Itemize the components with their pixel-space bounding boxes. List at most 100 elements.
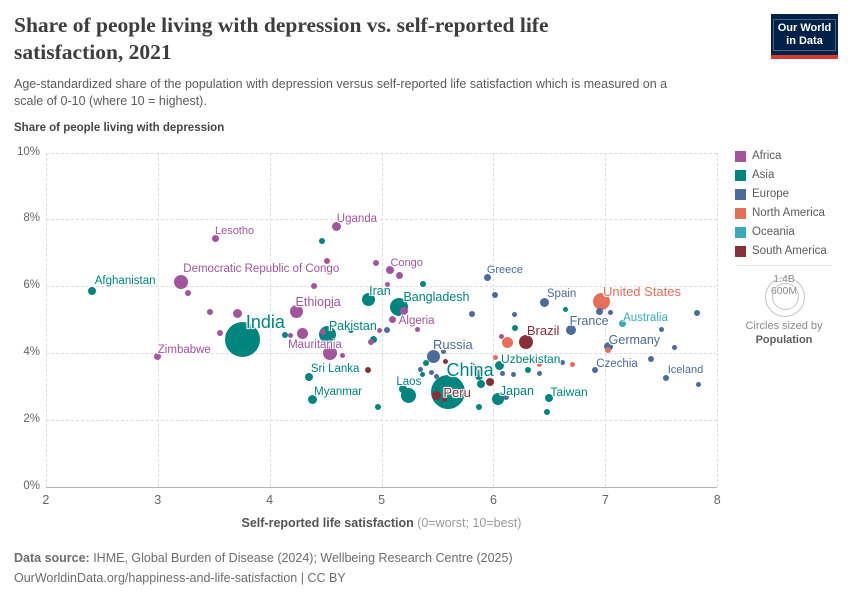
country-label-laos[interactable]: Laos [396,376,422,389]
data-point[interactable] [395,272,403,280]
data-point[interactable] [420,371,426,377]
country-label-uganda[interactable]: Uganda [336,213,378,226]
data-point-united-states[interactable] [593,293,611,311]
country-label-myanmar[interactable]: Myanmar [314,386,363,399]
data-point-iran[interactable] [361,292,375,306]
data-point[interactable] [475,403,482,410]
data-point[interactable] [493,354,499,360]
data-point-india[interactable] [225,322,261,358]
data-point[interactable] [473,369,480,376]
data-point[interactable] [502,393,509,400]
legend-item-africa[interactable]: Africa [735,150,845,162]
legend-item-europe[interactable]: Europe [735,188,845,200]
data-point[interactable] [348,326,355,333]
country-label-france[interactable]: France [569,313,609,328]
data-point[interactable] [384,282,390,288]
data-point[interactable] [441,396,447,402]
country-label-sri-lanka[interactable]: Sri Lanka [310,362,360,375]
data-point-ethiopia[interactable] [290,305,304,319]
data-point-algeria[interactable] [389,316,397,324]
data-point[interactable] [419,281,426,288]
legend-item-asia[interactable]: Asia [735,169,845,181]
data-point[interactable] [375,403,382,410]
data-point[interactable] [429,369,435,375]
data-point-taiwan[interactable] [545,394,554,403]
data-point[interactable] [536,361,542,367]
data-point[interactable] [604,347,611,353]
data-point[interactable] [184,290,191,297]
data-point[interactable] [562,306,568,312]
data-point[interactable] [511,371,517,377]
country-label-mauritania[interactable]: Mauritania [288,339,342,352]
legend-item-oceania[interactable]: Oceania [735,226,845,238]
data-point[interactable] [474,372,483,381]
data-point[interactable] [502,336,514,348]
country-label-greece[interactable]: Greece [486,264,523,277]
country-label-japan[interactable]: Japan [499,384,534,399]
country-label-pakistan[interactable]: Pakistan [328,318,377,333]
country-label-germany[interactable]: Germany [608,332,661,347]
data-point[interactable] [544,408,551,415]
data-point[interactable] [320,328,327,335]
country-label-taiwan[interactable]: Taiwan [550,385,588,400]
country-label-democratic-republic-of-congo[interactable]: Democratic Republic of Congo [183,262,340,275]
data-point-mauritania[interactable] [323,346,338,361]
data-point[interactable] [399,306,408,315]
country-label-lesotho[interactable]: Lesotho [214,224,255,237]
data-point[interactable] [296,327,308,339]
country-label-uzbekistan[interactable]: Uzbekistan [501,352,561,367]
data-point[interactable] [648,356,655,363]
data-point[interactable] [327,300,335,308]
legend-item-south-america[interactable]: South America [735,245,845,257]
data-point-lesotho[interactable] [212,235,220,243]
country-label-congo[interactable]: Congo [390,257,423,270]
data-point[interactable] [511,325,518,332]
data-point[interactable] [423,360,430,367]
data-point-democratic-republic-of-congo[interactable] [174,274,189,289]
country-label-russia[interactable]: Russia [433,337,473,353]
data-point-peru[interactable] [431,390,441,400]
data-point[interactable] [323,257,330,264]
data-point-uzbekistan[interactable] [494,360,504,370]
country-label-czechia[interactable]: Czechia [596,358,638,371]
data-point[interactable] [207,308,214,315]
data-point[interactable] [365,367,372,374]
data-point[interactable] [596,308,604,316]
data-point[interactable] [418,366,424,372]
data-point[interactable] [499,370,505,376]
data-point-afghanistan[interactable] [87,286,96,295]
data-point[interactable] [525,367,532,374]
data-point[interactable] [512,312,518,318]
data-point-brazil[interactable] [518,334,533,349]
data-point[interactable] [695,382,701,388]
data-point[interactable] [608,309,614,315]
data-point[interactable] [372,260,379,267]
data-point[interactable] [486,378,495,387]
data-point[interactable] [491,291,498,298]
data-point-uganda[interactable] [332,221,342,231]
data-point-congo[interactable] [386,266,395,275]
data-point-france[interactable] [565,324,576,335]
data-point-germany[interactable] [604,342,614,352]
country-label-australia[interactable]: Australia [623,311,668,324]
data-point[interactable] [376,328,382,334]
country-label-afghanistan[interactable]: Afghanistan [94,274,156,287]
data-point[interactable] [469,362,475,368]
country-label-india[interactable]: India [245,311,285,332]
data-point[interactable] [440,349,446,355]
data-point[interactable] [672,345,678,351]
country-label-algeria[interactable]: Algeria [398,314,435,327]
data-point-spain[interactable] [540,298,550,308]
country-label-spain[interactable]: Spain [546,287,577,300]
country-label-brazil[interactable]: Brazil [526,322,560,338]
data-point-zimbabwe[interactable] [154,353,162,361]
country-label-zimbabwe[interactable]: Zimbabwe [157,343,211,356]
data-point-iceland[interactable] [662,375,669,382]
data-point-czechia[interactable] [592,367,599,374]
data-point[interactable] [398,385,407,394]
country-label-iran[interactable]: Iran [369,284,391,299]
data-point-greece[interactable] [484,273,492,281]
legend-item-north-america[interactable]: North America [735,207,845,219]
data-point[interactable] [384,326,391,333]
data-point-australia[interactable] [618,320,626,328]
